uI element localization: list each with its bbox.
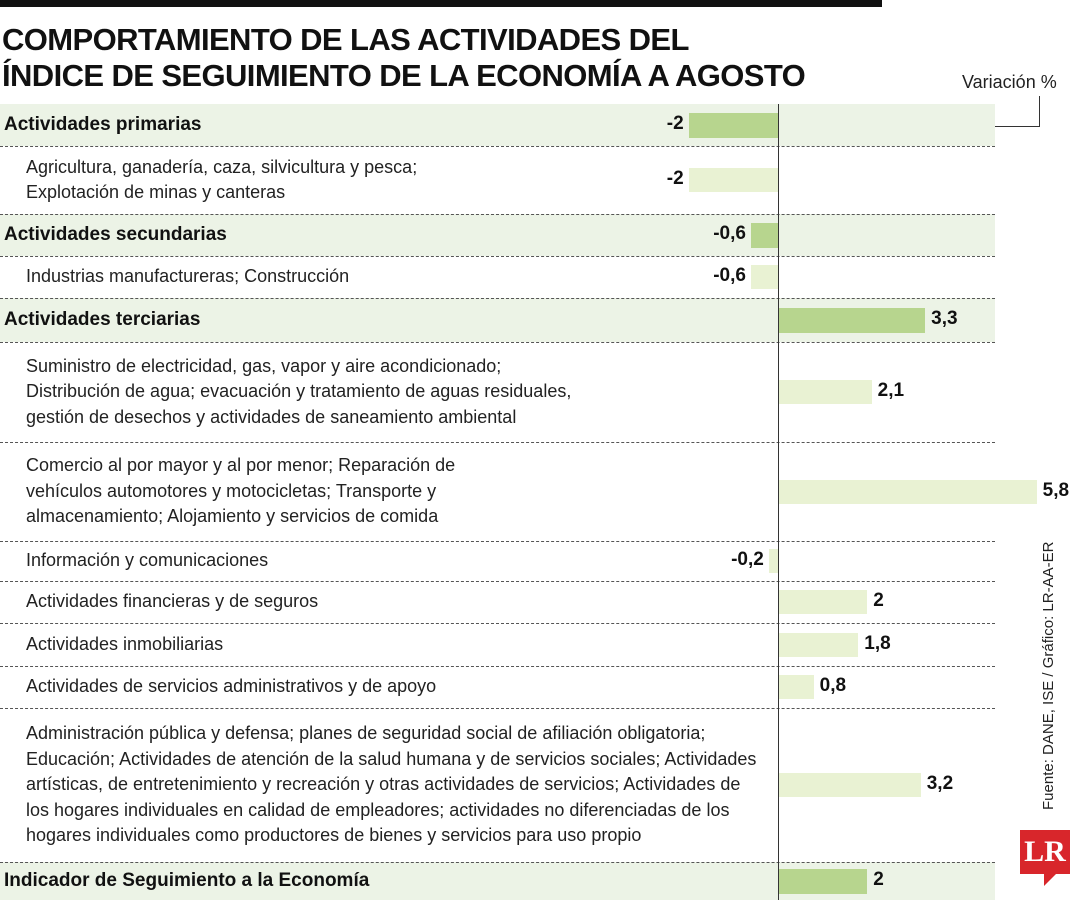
category-label-line: Actividades de servicios administrativos… (26, 676, 437, 697)
row-divider (0, 862, 995, 863)
category-label: Actividades secundarias (4, 224, 227, 246)
category-label: Indicador de Seguimiento a la Economía (4, 870, 369, 892)
category-label-line: almacenamiento; Alojamiento y servicios … (26, 506, 439, 527)
bar-value-label: 0,8 (819, 675, 847, 696)
category-label-line: Actividades primarias (4, 114, 202, 135)
category-label: Industrias manufactureras; Construcción (26, 264, 349, 290)
row-divider (0, 214, 995, 215)
category-label: Administración pública y defensa; planes… (26, 721, 756, 849)
category-label-line: los hogares individuales en calidad de e… (26, 799, 730, 820)
category-label-line: Información y comunicaciones (26, 550, 269, 571)
bar (778, 307, 926, 333)
bar-value-label: -0,6 (713, 265, 746, 286)
category-label-line: Actividades inmobiliarias (26, 633, 224, 654)
lr-logo: LR (1020, 830, 1070, 874)
category-label-line: vehículos automotores y motocicletas; Tr… (26, 480, 437, 501)
bar (769, 549, 778, 573)
row-divider (0, 256, 995, 257)
bar-value-label: 2 (873, 590, 884, 611)
bar (688, 112, 778, 138)
category-label-line: Industrias manufactureras; Construcción (26, 266, 350, 287)
bar-value-label: -0,6 (713, 223, 746, 244)
category-label: Actividades financieras y de seguros (26, 589, 318, 615)
category-label: Actividades primarias (4, 114, 201, 136)
bar (778, 590, 868, 614)
chart-title: COMPORTAMIENTO DE LAS ACTIVIDADES DEL ÍN… (2, 22, 806, 94)
row-divider (0, 146, 995, 147)
zero-axis-line (778, 104, 779, 900)
category-label-line: artísticas, de entretenimiento y recreac… (26, 774, 741, 795)
category-label: Actividades inmobiliarias (26, 632, 223, 658)
category-label-line: gestión de desechos y actividades de san… (26, 406, 517, 427)
bar (778, 632, 859, 657)
chart-title-line-2: ÍNDICE DE SEGUIMIENTO DE LA ECONOMÍA A A… (2, 58, 806, 93)
category-label: Actividades terciarias (4, 309, 200, 331)
category-label: Comercio al por mayor y al por menor; Re… (26, 453, 455, 530)
bar (751, 265, 778, 289)
bar-value-label: 2 (873, 869, 884, 890)
row-divider (0, 298, 995, 299)
row-divider (0, 342, 995, 343)
bar-value-label: 3,3 (931, 308, 958, 329)
row-divider (0, 708, 995, 709)
bar (778, 773, 921, 797)
category-label-line: Actividades financieras y de seguros (26, 591, 319, 612)
category-label-line: Administración pública y defensa; planes… (26, 723, 706, 744)
row-divider (0, 541, 995, 542)
bar-value-label: 1,8 (864, 632, 891, 654)
category-label-line: Actividades secundarias (4, 224, 227, 245)
category-label-line: Indicador de Seguimiento a la Economía (4, 870, 370, 891)
bar-value-label: -2 (666, 113, 684, 134)
main-activity-row (0, 214, 995, 256)
row-divider (0, 666, 995, 667)
bar-value-label: 2,1 (877, 380, 905, 401)
category-label-line: Educación; Actividades de atención de la… (26, 748, 757, 769)
category-label-line: Explotación de minas y canteras (26, 182, 286, 202)
bar (688, 168, 778, 192)
category-label: Suministro de electricidad, gas, vapor y… (26, 354, 571, 431)
unit-arrow-stem (1039, 96, 1040, 126)
bar (778, 675, 814, 699)
bar-value-label: 5,8 (1042, 479, 1070, 501)
bar (751, 222, 778, 248)
row-divider (0, 442, 995, 443)
main-activity-row (0, 104, 995, 146)
bar (778, 380, 872, 404)
bar (778, 479, 1037, 504)
category-label-line: Distribución de agua; evacuación y trata… (26, 381, 572, 402)
bar-value-label: -0,2 (731, 549, 764, 570)
row-divider (0, 623, 995, 624)
bar-value-label: 3,2 (926, 773, 954, 794)
unit-label: Variación % (962, 72, 1057, 92)
source-credit: Fuente: DANE, ISE / Gráfico: LR-AA-ER (1040, 541, 1057, 810)
bar-value-label: -2 (666, 168, 684, 189)
chart-title-line-1: COMPORTAMIENTO DE LAS ACTIVIDADES DEL (2, 22, 689, 57)
category-label: Agricultura, ganadería, caza, silvicultu… (26, 155, 417, 206)
top-rule (0, 0, 882, 7)
category-label-line: Comercio al por mayor y al por menor; Re… (26, 455, 456, 476)
bar (778, 868, 868, 894)
category-label-line: hogares individuales como productores de… (26, 825, 642, 846)
category-label-line: Actividades terciarias (4, 309, 201, 330)
category-label-line: Agricultura, ganadería, caza, silvicultu… (26, 156, 418, 177)
row-divider (0, 581, 995, 582)
category-label: Actividades de servicios administrativos… (26, 674, 436, 700)
category-label-line: Suministro de electricidad, gas, vapor y… (26, 355, 502, 376)
category-label: Información y comunicaciones (26, 548, 268, 574)
lr-logo-tail (1044, 874, 1056, 886)
